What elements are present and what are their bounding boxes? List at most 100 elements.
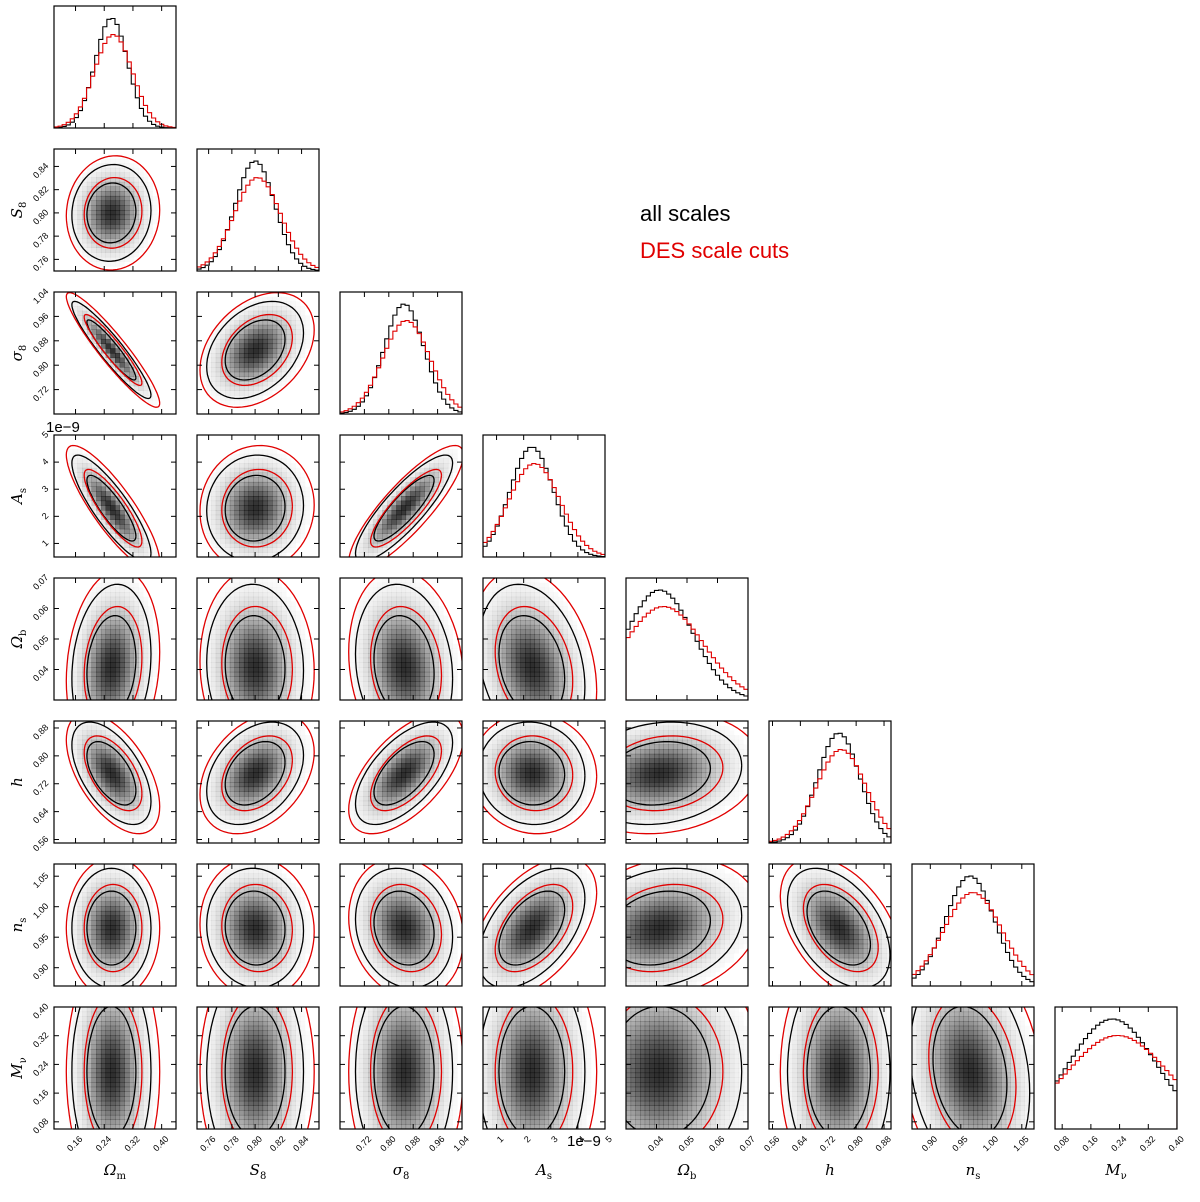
contour-95-des-scale-cuts-h-ns bbox=[779, 864, 891, 986]
panel-As-Mnu bbox=[482, 1006, 606, 1130]
contour-68-all-scales-sigma8-Ob bbox=[373, 614, 435, 700]
contour-95-des-scale-cuts-As-Ob bbox=[483, 578, 598, 700]
panel-frame bbox=[53, 5, 177, 129]
contour-95-all-scales-S8-Mnu bbox=[206, 1007, 305, 1129]
contour-95-des-scale-cuts-sigma8-Ob bbox=[348, 578, 462, 700]
panel-frame bbox=[339, 720, 463, 844]
panel-frame bbox=[339, 1006, 463, 1130]
contour-68-all-scales-Ob-h bbox=[626, 740, 712, 806]
panel-As-ns bbox=[482, 863, 606, 987]
contour-68-all-scales-Om-h bbox=[86, 740, 137, 806]
panel-sigma8-As bbox=[339, 434, 463, 558]
contour-95-all-scales-S8-sigma8 bbox=[206, 300, 305, 400]
x-tick-label: 0.07 bbox=[737, 1134, 756, 1153]
hist-des-scale-cuts-Om bbox=[54, 33, 176, 128]
contour-68-des-scale-cuts-Ob-h bbox=[626, 735, 724, 812]
panel-As-h bbox=[482, 720, 606, 844]
contour-95-all-scales-As-Ob bbox=[483, 583, 586, 700]
y-tick-label: 0.88 bbox=[31, 335, 50, 354]
legend-entry-des-scale-cuts: DES scale cuts bbox=[640, 238, 789, 263]
contour-95-all-scales-S8-h bbox=[206, 721, 305, 826]
panel-frame bbox=[339, 291, 463, 415]
corner-panels: 0.760.780.800.820.84S80.720.800.880.961.… bbox=[8, 5, 1186, 1182]
hist-all-scales-As bbox=[483, 446, 605, 557]
contour-68-all-scales-Om-As bbox=[86, 474, 137, 542]
contour-95-all-scales-sigma8-h bbox=[354, 721, 454, 826]
x-tick-label: 0.32 bbox=[122, 1134, 141, 1153]
y-tick-label: 2 bbox=[40, 511, 51, 522]
panel-h-ns bbox=[768, 863, 892, 987]
y-tick-label: 0.32 bbox=[31, 1030, 50, 1049]
contour-68-des-scale-cuts-sigma8-h bbox=[369, 735, 443, 812]
contour-95-all-scales-Om-ns bbox=[71, 867, 152, 986]
contour-95-all-scales-Om-sigma8 bbox=[71, 300, 152, 400]
panel-frame bbox=[53, 720, 177, 844]
x-tick-label: 0.16 bbox=[65, 1134, 84, 1153]
y-tick-label: 0.64 bbox=[31, 806, 50, 825]
panel-Mnu-Mnu bbox=[1054, 1006, 1178, 1130]
panel-Om-h bbox=[53, 720, 177, 844]
contour-95-des-scale-cuts-Om-ns bbox=[65, 864, 161, 986]
x-axis-label-Mnu: Mν bbox=[1104, 1161, 1126, 1182]
panel-Ob-Mnu bbox=[625, 1006, 749, 1130]
y-tick-label: 5 bbox=[40, 429, 51, 440]
panel-frame bbox=[768, 1006, 892, 1130]
panel-frame bbox=[482, 720, 606, 844]
contour-68-des-scale-cuts-Ob-ns bbox=[626, 883, 724, 973]
contour-95-all-scales-S8-As bbox=[206, 454, 305, 557]
y-tick-label: 0.04 bbox=[31, 664, 50, 683]
contour-68-des-scale-cuts-sigma8-Mnu bbox=[369, 1007, 443, 1129]
contour-68-des-scale-cuts-S8-Mnu bbox=[221, 1007, 294, 1129]
contour-95-des-scale-cuts-S8-ns bbox=[199, 864, 315, 986]
contour-68-des-scale-cuts-S8-sigma8 bbox=[221, 313, 294, 387]
contour-68-all-scales-sigma8-As bbox=[373, 474, 435, 542]
y-tick-label: 1 bbox=[40, 538, 51, 549]
y-tick-label: 0.72 bbox=[31, 384, 50, 403]
x-tick-label: 0.88 bbox=[403, 1134, 422, 1153]
contour-68-des-scale-cuts-S8-h bbox=[221, 735, 294, 812]
contour-95-des-scale-cuts-sigma8-h bbox=[348, 721, 462, 835]
contour-95-all-scales-S8-ns bbox=[206, 867, 305, 986]
contour-68-all-scales-sigma8-h bbox=[373, 740, 435, 806]
contour-68-des-scale-cuts-h-Mnu bbox=[802, 1007, 879, 1129]
panel-As-Ob bbox=[482, 577, 606, 701]
x-tick-label: 0.72 bbox=[818, 1134, 837, 1153]
contour-68-all-scales-sigma8-ns bbox=[373, 890, 435, 966]
y-tick-label: 0.84 bbox=[31, 161, 50, 180]
panel-sigma8-ns bbox=[339, 863, 463, 987]
contour-68-all-scales-S8-Ob bbox=[224, 615, 286, 700]
panel-Ob-h bbox=[625, 720, 749, 844]
contour-95-des-scale-cuts-Ob-ns bbox=[626, 864, 748, 986]
contour-68-all-scales-S8-h bbox=[224, 740, 286, 806]
x-tick-label: 0.40 bbox=[1166, 1134, 1185, 1153]
panel-Om-Mnu bbox=[53, 1006, 177, 1130]
panel-sigma8-Ob bbox=[339, 577, 463, 701]
panel-frame bbox=[1054, 1006, 1178, 1130]
contour-95-des-scale-cuts-sigma8-ns bbox=[348, 864, 462, 986]
y-axis-label-h: h bbox=[8, 777, 26, 787]
y-tick-label: 0.76 bbox=[31, 254, 50, 273]
y-tick-label: 0.88 bbox=[31, 722, 50, 741]
contour-68-des-scale-cuts-S8-ns bbox=[221, 883, 294, 973]
x-tick-label: 0.64 bbox=[790, 1134, 809, 1153]
x-tick-label: 0.24 bbox=[94, 1134, 113, 1153]
panel-frame bbox=[196, 863, 320, 987]
contour-68-all-scales-As-h bbox=[498, 740, 566, 806]
contour-95-des-scale-cuts-Om-As bbox=[65, 444, 160, 557]
x-axis-label-As: As bbox=[534, 1161, 552, 1182]
y-tick-label: 1.00 bbox=[31, 901, 50, 920]
panel-frame bbox=[196, 291, 320, 415]
hist-des-scale-cuts-sigma8 bbox=[340, 319, 462, 414]
x-tick-label: 0.96 bbox=[427, 1134, 446, 1153]
contour-95-des-scale-cuts-sigma8-Mnu bbox=[348, 1007, 462, 1129]
x-tick-label: 0.82 bbox=[268, 1134, 287, 1153]
contour-95-all-scales-As-ns bbox=[483, 867, 586, 986]
hist-all-scales-Ob bbox=[626, 589, 748, 700]
panel-S8-Mnu bbox=[196, 1006, 320, 1130]
y-axis-label-ns: ns bbox=[8, 918, 29, 933]
x-tick-label: 5 bbox=[603, 1134, 614, 1145]
x-tick-label: 0.90 bbox=[920, 1134, 939, 1153]
y-axis-label-As: As bbox=[8, 488, 29, 506]
x-tick-label: 0.78 bbox=[221, 1134, 240, 1153]
